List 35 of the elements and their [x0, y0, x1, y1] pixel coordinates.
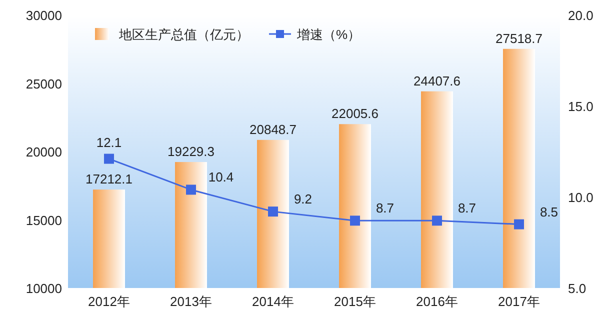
point	[104, 154, 114, 164]
x-tick-label: 2013年	[170, 294, 212, 309]
point	[432, 216, 442, 226]
point	[268, 206, 278, 217]
y-tick-label: 30000	[26, 8, 62, 23]
x-tick-label: 2015年	[334, 294, 376, 309]
data-label: 8.7	[376, 200, 394, 216]
data-label: 24407.6	[414, 73, 460, 88]
data-label: 8.5	[540, 204, 558, 220]
y-tick-label: 10000	[26, 281, 62, 296]
data-label: 9.2	[294, 192, 312, 207]
data-label: 12.1	[96, 134, 122, 150]
point	[186, 184, 196, 195]
data-label: 10.4	[208, 170, 234, 185]
legend-label: 增速（%）	[296, 27, 361, 42]
x-tick-label: 2014年	[252, 294, 294, 309]
data-label: 19229.3	[168, 144, 214, 160]
y-tick-label: 15000	[26, 212, 62, 228]
data-label: 17212.1	[86, 172, 132, 187]
x-tick-label: 2016年	[416, 294, 458, 309]
point	[350, 216, 360, 226]
x-tick-label: 2017年	[498, 294, 540, 309]
y2-tick-label: 15.0	[568, 99, 594, 114]
legend-label: 地区生产总值（亿元）	[118, 27, 249, 42]
x-tick-label: 2012年	[88, 294, 130, 309]
data-label: 27518.7	[496, 30, 542, 46]
y2-tick-label: 20.0	[568, 8, 594, 23]
data-label: 22005.6	[332, 106, 378, 122]
y-tick-label: 25000	[26, 76, 62, 92]
data-label: 20848.7	[250, 122, 296, 137]
y2-tick-label: 5.0	[568, 281, 586, 296]
y-tick-label: 20000	[26, 144, 62, 160]
data-label: 8.7	[458, 200, 476, 216]
point	[514, 219, 524, 230]
y2-tick-label: 10.0	[568, 190, 594, 205]
